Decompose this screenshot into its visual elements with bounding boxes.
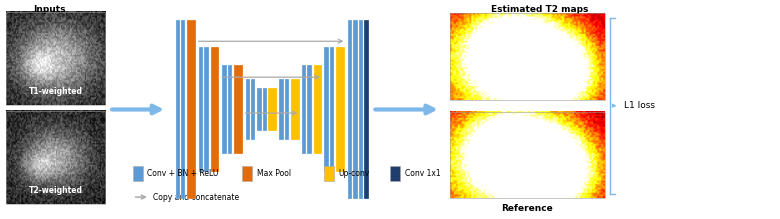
Text: L1 loss: L1 loss bbox=[624, 101, 655, 110]
Bar bbox=[285, 79, 289, 140]
Text: Conv 1x1: Conv 1x1 bbox=[405, 169, 441, 178]
Text: Estimated T2 maps: Estimated T2 maps bbox=[491, 5, 588, 14]
Bar bbox=[6, 12, 105, 105]
Bar bbox=[204, 47, 209, 172]
Bar bbox=[291, 79, 300, 140]
Bar bbox=[211, 47, 219, 172]
Bar bbox=[133, 166, 143, 181]
Bar bbox=[348, 20, 353, 199]
Bar bbox=[279, 79, 284, 140]
Bar bbox=[390, 166, 400, 181]
Bar bbox=[336, 47, 345, 172]
Bar bbox=[268, 88, 277, 131]
Bar bbox=[364, 20, 369, 199]
Text: Max Pool: Max Pool bbox=[257, 169, 291, 178]
Bar bbox=[353, 20, 358, 199]
Bar bbox=[359, 20, 363, 199]
Bar bbox=[199, 47, 203, 172]
Text: T1-weighted: T1-weighted bbox=[29, 87, 83, 96]
Bar bbox=[242, 166, 252, 181]
Bar bbox=[263, 88, 267, 131]
Bar bbox=[6, 111, 105, 204]
Bar bbox=[330, 47, 335, 172]
Bar bbox=[181, 20, 186, 199]
Text: T2-weighted: T2-weighted bbox=[29, 186, 83, 195]
Text: Up-conv: Up-conv bbox=[339, 169, 370, 178]
Bar bbox=[234, 65, 243, 154]
Bar bbox=[176, 20, 179, 199]
Bar bbox=[222, 65, 226, 154]
Bar bbox=[302, 65, 307, 154]
Bar bbox=[257, 88, 262, 131]
Bar bbox=[324, 47, 329, 172]
Text: Copy and concatenate: Copy and concatenate bbox=[153, 193, 239, 202]
Bar bbox=[251, 79, 255, 140]
Bar bbox=[246, 79, 250, 140]
Bar bbox=[228, 65, 232, 154]
Text: Conv + BN + ReLU: Conv + BN + ReLU bbox=[147, 169, 219, 178]
Bar bbox=[314, 65, 322, 154]
Bar bbox=[450, 112, 604, 198]
Bar bbox=[450, 13, 604, 100]
Text: Reference: Reference bbox=[502, 204, 553, 213]
Bar bbox=[187, 20, 196, 199]
Bar bbox=[307, 65, 312, 154]
Bar bbox=[324, 166, 334, 181]
Text: Inputs: Inputs bbox=[33, 5, 66, 14]
